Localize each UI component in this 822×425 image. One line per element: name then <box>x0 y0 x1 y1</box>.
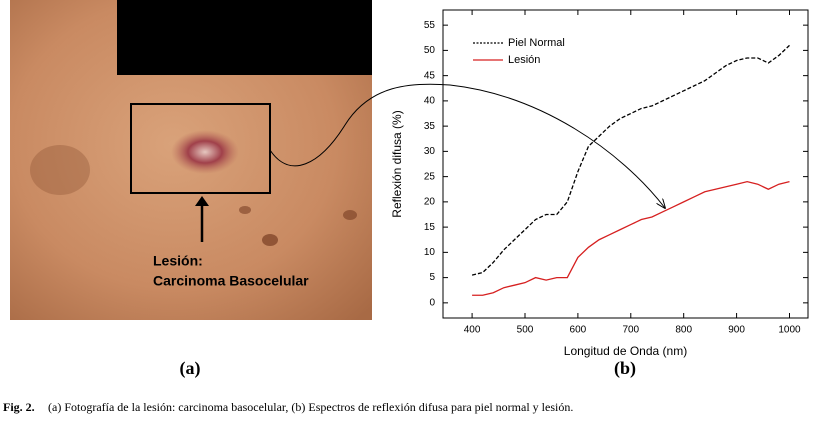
y-tick-label: 45 <box>424 70 436 81</box>
x-tick-label: 600 <box>570 325 587 336</box>
y-axis-label: Reflexión difusa (%) <box>390 110 404 217</box>
y-tick-label: 30 <box>424 146 436 157</box>
y-tick-label: 0 <box>429 297 435 308</box>
y-tick-label: 55 <box>424 20 436 31</box>
x-tick-label: 900 <box>728 325 745 336</box>
legend-label: Piel Normal <box>508 37 565 49</box>
plot-frame <box>442 9 809 319</box>
x-tick-label: 1000 <box>778 325 801 336</box>
x-tick-label: 500 <box>517 325 534 336</box>
chart: 0 5 10 15 20 25 30 35 40 45 50 55 400 500 600 700 800 900… <box>390 9 809 358</box>
y-tick-label: 10 <box>424 247 436 258</box>
panel-label: (a) <box>180 358 201 379</box>
y-tick-label: 40 <box>424 96 436 107</box>
y-tick-label: 25 <box>424 171 436 182</box>
y-tick-label: 5 <box>429 272 435 283</box>
y-tick-label: 15 <box>424 222 436 233</box>
connector-arrow <box>269 83 665 208</box>
photo-label: Carcinoma Basocelular <box>153 273 309 289</box>
photo-label: Lesión: <box>153 253 203 269</box>
x-tick-label: 700 <box>622 325 639 336</box>
panel-label: (b) <box>614 358 636 379</box>
y-tick-label: 35 <box>424 121 436 132</box>
photo: Lesión: Carcinoma Basocelular <box>10 0 372 320</box>
x-tick-label: 800 <box>675 325 692 336</box>
caption-label: Fig. 2. <box>3 400 35 414</box>
y-tick-label: 20 <box>424 197 436 208</box>
legend-label: Lesión <box>508 54 540 66</box>
series-line <box>471 44 790 276</box>
y-tick-label: 50 <box>424 45 436 56</box>
caption-text: (a) Fotografía de la lesión: carcinoma b… <box>48 400 573 414</box>
series-line <box>472 181 790 296</box>
x-tick-label: 400 <box>464 325 481 336</box>
x-axis-label: Longitud de Onda (nm) <box>564 344 687 358</box>
